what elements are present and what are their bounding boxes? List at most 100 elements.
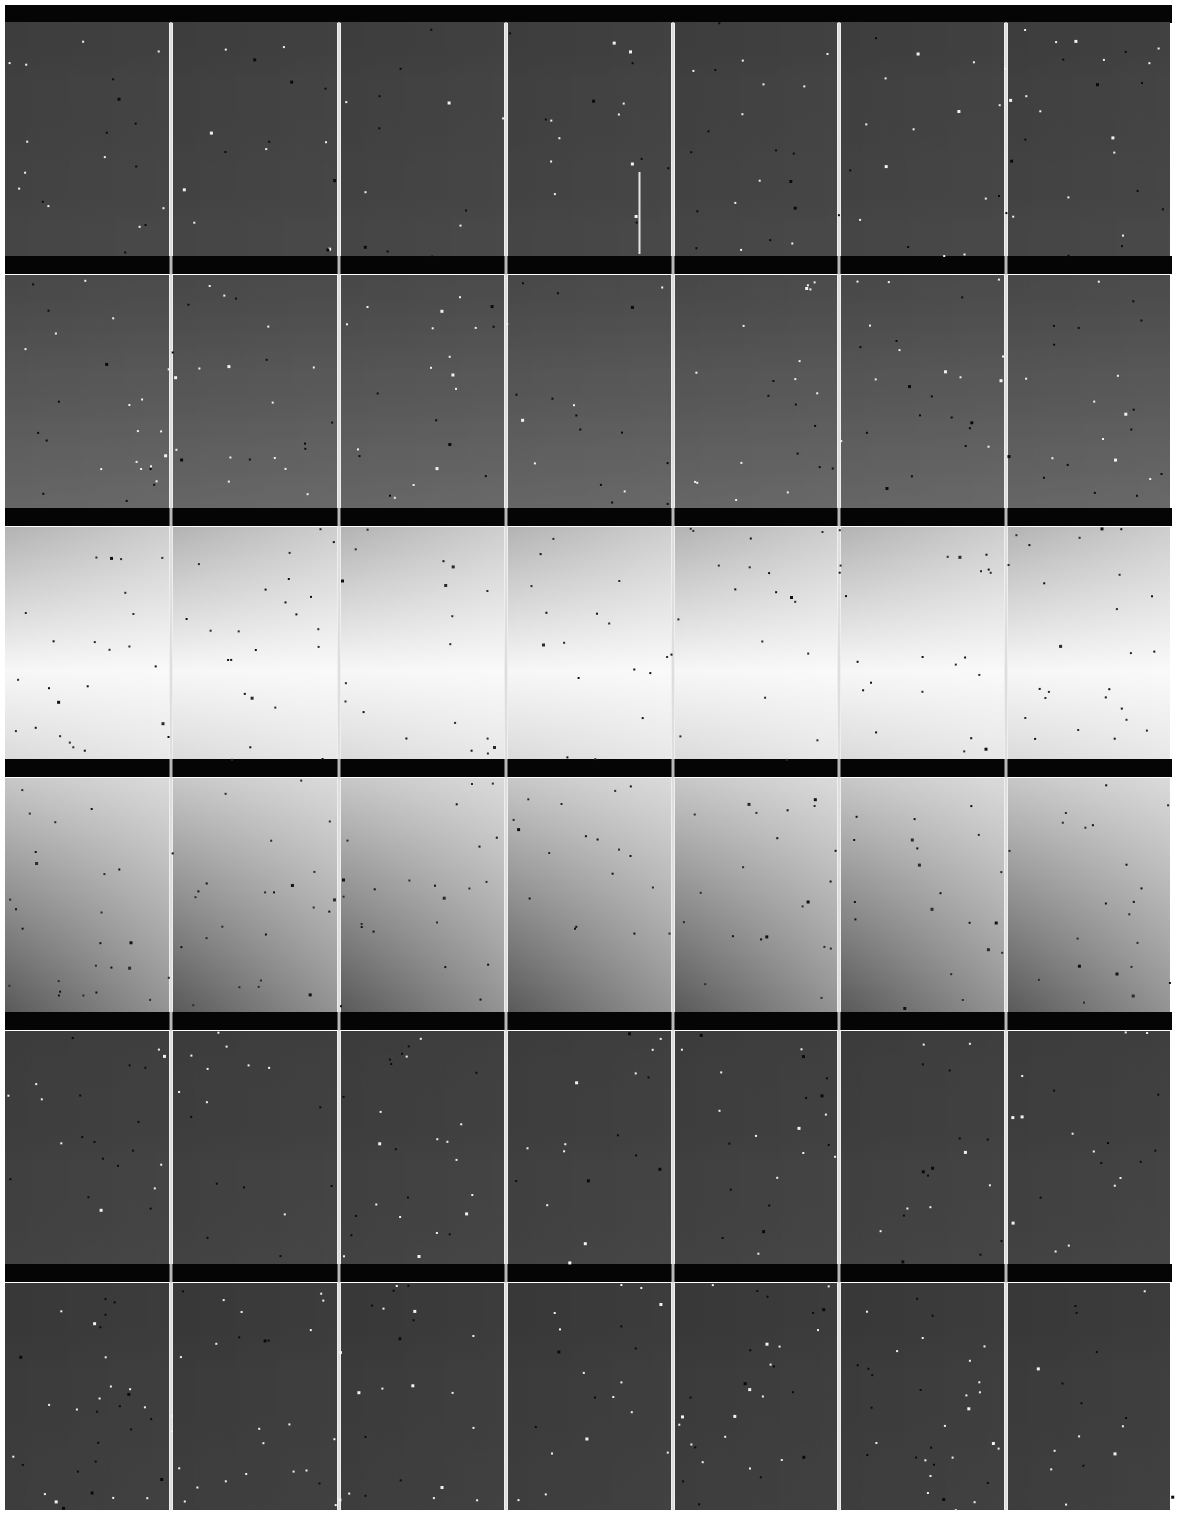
pixel-defect [1005,212,1008,215]
pixel-defect [283,1213,286,1216]
pixel-defect [197,890,200,893]
pixel-defect [964,445,967,447]
pixel-defect [620,1381,623,1384]
pixel-defect [21,927,24,930]
pixel-defect [839,564,842,567]
chip-r6-c7 [1008,1283,1170,1510]
pixel-defect [491,782,494,785]
pixel-defect [17,678,20,681]
pixel-defect [81,1136,84,1139]
pixel-defect [153,483,156,486]
pixel-defect [386,250,389,253]
pixel-defect [412,1319,415,1322]
pixel-defect [927,1174,929,1177]
pixel-defect [856,280,859,283]
pixel-defect [542,643,545,647]
pixel-defect [128,966,132,970]
pixel-defect [758,179,761,182]
pixel-defect [1075,1311,1078,1314]
pixel-defect [444,966,447,969]
chip-r6-c1 [5,1283,169,1510]
pixel-defect [193,221,196,224]
pixel-defect [79,1094,82,1097]
chip-r2-c6 [841,275,1004,508]
pixel-defect [1108,688,1111,691]
pixel-defect [130,1428,133,1431]
pixel-defect [1074,39,1078,43]
pixel-defect [557,1350,561,1354]
pixel-defect [150,465,152,468]
pixel-defect [1114,458,1117,462]
pixel-defect [95,556,98,559]
pixel-defect [47,205,50,208]
chip-r2-c3 [341,275,504,508]
pixel-defect [248,458,251,461]
pixel-defect [1009,98,1013,102]
pixel-defect [431,327,434,330]
pixel-defect [451,565,455,569]
pixel-defect [434,884,436,887]
pixel-defect [854,918,857,921]
pixel-defect [24,348,27,351]
pixel-defect [288,551,291,554]
pixel-defect [332,541,335,544]
pixel-defect [926,1492,929,1494]
pixel-defect [695,371,698,374]
pixel-defect [206,1236,209,1239]
pixel-defect [43,1493,46,1496]
pixel-defect [76,1470,79,1473]
pixel-defect [1093,400,1096,403]
pixel-defect [182,188,186,192]
pixel-defect [84,279,87,282]
pixel-defect [769,1363,772,1366]
pixel-defect [419,1037,422,1040]
pixel-defect [614,789,617,792]
pixel-defect [328,820,331,823]
pixel-defect [573,404,575,407]
pixel-defect [553,193,556,196]
pixel-defect [816,739,819,742]
pixel-defect [776,837,779,840]
pixel-defect [769,239,772,242]
pixel-defect [59,990,62,993]
pixel-defect [279,1255,282,1258]
pixel-defect [786,491,789,494]
pixel-defect [942,1498,946,1501]
pixel-defect [884,77,887,80]
pixel-defect [90,1491,94,1495]
pixel-defect [939,892,942,895]
pixel-defect [704,983,707,986]
pixel-defect [965,1394,968,1397]
pixel-defect [306,493,309,496]
pixel-defect [435,419,438,422]
pixel-defect [196,1486,199,1489]
pixel-defect [47,309,50,312]
pixel-defect [224,1480,227,1483]
pixel-defect [742,866,745,869]
pixel-defect [968,1359,971,1362]
pixel-defect [998,104,1001,107]
pixel-defect [1044,697,1047,699]
chip-r4-c1 [5,778,169,1012]
pixel-defect [90,808,93,810]
pixel-defect [522,282,524,285]
pixel-defect [346,839,349,842]
pixel-defect [747,802,751,806]
pixel-defect [1052,324,1055,327]
pixel-defect [780,1459,783,1461]
pixel-defect [1100,527,1104,531]
pixel-defect [264,933,267,936]
pixel-defect [48,1403,51,1406]
pixel-defect [875,731,878,734]
pixel-defect [408,879,411,882]
pixel-defect [1025,95,1028,98]
pixel-defect [182,1290,184,1293]
pixel-defect [515,1180,518,1182]
pixel-defect [54,332,57,335]
pixel-defect [110,966,113,969]
pixel-defect [406,1196,409,1199]
pixel-defect [373,888,376,891]
pixel-defect [1047,690,1050,693]
pixel-defect [1102,58,1105,61]
pixel-defect [575,925,578,928]
